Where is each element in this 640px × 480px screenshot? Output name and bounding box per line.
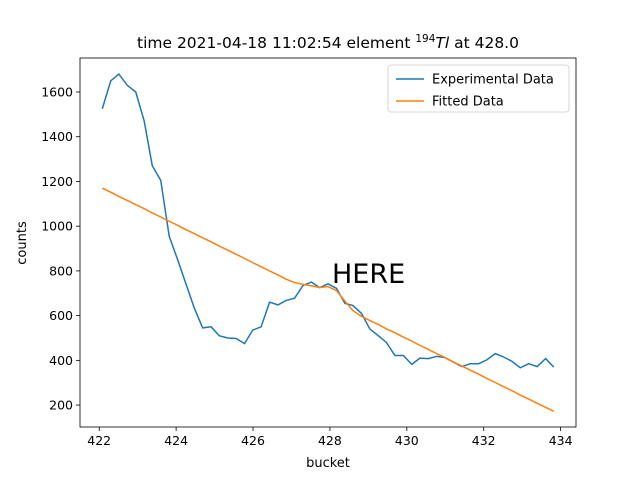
- plot-frame: [79, 57, 577, 428]
- title-sup: 194: [415, 33, 435, 45]
- y-tick-label: 600: [49, 308, 73, 323]
- annotation: HERE: [332, 259, 405, 290]
- x-tick-label: 428: [318, 433, 342, 448]
- x-axis-label: bucket: [306, 456, 350, 471]
- x-tick-label: 422: [87, 433, 111, 448]
- y-tick-label: 1200: [41, 174, 73, 189]
- title-text: time 2021-04-18 11:02:54 element: [137, 34, 415, 52]
- title-symbol: Tl: [435, 34, 449, 52]
- y-axis-label: counts: [15, 221, 30, 265]
- legend-box: [387, 64, 570, 113]
- title-text: at 428.0: [449, 34, 519, 52]
- y-tick-label: 1400: [41, 129, 73, 144]
- y-tick-label: 1600: [41, 84, 73, 99]
- data-line: [101, 73, 555, 369]
- x-tick-label: 434: [549, 433, 573, 448]
- x-tick-label: 430: [395, 433, 419, 448]
- y-tick-label: 1000: [41, 219, 73, 234]
- legend-label: Fitted Data: [432, 95, 504, 110]
- x-tick-label: 432: [472, 433, 496, 448]
- chart-title: time 2021-04-18 11:02:54 element 194Tl a…: [137, 33, 519, 52]
- y-tick-label: 200: [49, 398, 73, 413]
- y-tick-label: 400: [49, 353, 73, 368]
- x-tick-label: 426: [241, 433, 265, 448]
- data-line: [101, 187, 555, 413]
- y-tick-label: 800: [49, 263, 73, 278]
- x-tick-label: 424: [164, 433, 188, 448]
- legend-label: Experimental Data: [432, 73, 554, 88]
